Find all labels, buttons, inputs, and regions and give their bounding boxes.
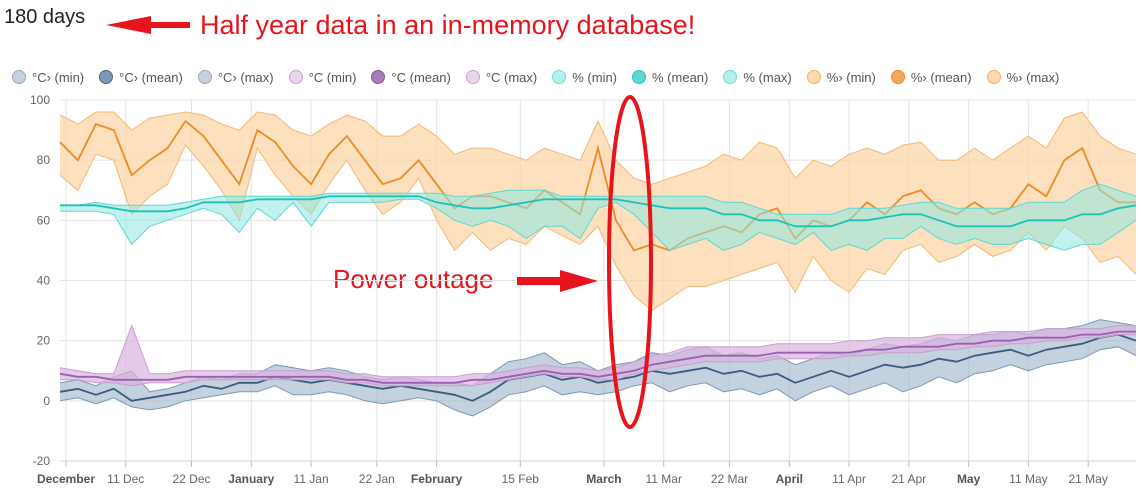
x-tick-label: 11 Apr	[832, 472, 866, 486]
legend-label: % (max)	[743, 69, 792, 85]
legend-swatch	[197, 70, 212, 84]
y-tick-label: 0	[43, 394, 50, 408]
annotation-power-outage: Power outage	[333, 264, 494, 294]
x-tick-label: 21 May	[1068, 472, 1107, 486]
series-min-line	[60, 334, 1136, 387]
arrow-right-icon	[517, 270, 598, 292]
x-tick-label: 11 Mar	[646, 472, 682, 486]
series-mean-line	[59, 333, 1137, 402]
series-group	[59, 319, 1137, 417]
legend-swatch	[371, 70, 386, 84]
chart-legend: °C› (min) °C› (mean) °C› (max) °C (min) °C (…	[12, 67, 1059, 87]
legend-label: °C› (min)	[32, 69, 85, 85]
legend-item[interactable]: °C› (max)	[197, 69, 274, 85]
legend-item[interactable]: °C (min)	[288, 69, 357, 85]
x-tick-label: February	[411, 472, 463, 486]
series-layer	[59, 111, 1137, 417]
x-tick-label: 11 Dec	[107, 472, 144, 486]
legend-label: % (min)	[572, 69, 618, 85]
legend-label: %› (max)	[1006, 69, 1060, 85]
series-max-line	[59, 324, 1136, 378]
x-tick-label: 11 May	[1009, 472, 1047, 486]
legend-label: °C (min)	[308, 69, 357, 85]
y-tick-label: 80	[37, 153, 51, 167]
legend-item[interactable]: °C (max)	[465, 69, 538, 85]
legend-item[interactable]: %› (mean)	[890, 69, 972, 85]
legend-item[interactable]: % (min)	[552, 70, 617, 85]
series-min-line	[60, 198, 1137, 251]
legend-swatch	[986, 70, 1001, 84]
legend-label: °C (mean)	[391, 69, 451, 85]
y-tick-label: 100	[30, 93, 50, 107]
time-range-label[interactable]: 180 days	[4, 6, 86, 28]
x-tick-label: April	[776, 472, 803, 486]
axes: -20 0 20 40 60 80 100 December 11 Dec 22 Dec Janua…	[30, 93, 1136, 486]
x-tick-label: 21 Apr	[891, 472, 926, 486]
legend-swatch	[806, 70, 821, 84]
legend-item[interactable]: °C› (min)	[12, 70, 84, 85]
legend-label: % (mean)	[652, 69, 709, 85]
x-tick-label: January	[228, 472, 274, 486]
legend-item[interactable]: % (max)	[723, 69, 792, 85]
legend-item[interactable]: % (mean)	[632, 70, 708, 85]
legend-swatch	[288, 70, 303, 84]
legend-item[interactable]: %› (min)	[806, 69, 876, 85]
series-band	[60, 184, 1136, 251]
legend-swatch	[890, 70, 905, 84]
x-tick-label: 22 Mar	[711, 472, 748, 486]
legend-label: °C› (max)	[217, 69, 274, 85]
series-group	[60, 183, 1137, 251]
annotations	[106, 16, 653, 429]
legend-label: %› (mean)	[910, 69, 972, 85]
y-tick-label: -20	[33, 454, 51, 468]
series-mean-line	[59, 330, 1136, 384]
series-mean-line	[60, 195, 1137, 228]
arrow-left-icon	[106, 16, 190, 34]
legend-label: %› (min)	[826, 69, 876, 85]
x-tick-label: 11 Jan	[293, 472, 328, 486]
legend-swatch	[552, 70, 567, 84]
y-tick-label: 40	[37, 274, 51, 288]
y-tick-label: 60	[37, 213, 51, 227]
annotation-title: Half year data in an in-memory database!	[200, 10, 696, 40]
legend-item[interactable]: °C› (mean)	[99, 70, 183, 85]
x-tick-label: 15 Feb	[502, 472, 540, 486]
power-outage-ellipse	[607, 95, 653, 429]
series-band	[60, 112, 1136, 311]
legend-swatch	[632, 70, 647, 84]
x-tick-label: May	[957, 472, 981, 486]
legend-swatch	[465, 70, 480, 84]
legend-label: °C (max)	[485, 69, 538, 85]
y-tick-label: 20	[37, 334, 51, 348]
series-group	[59, 324, 1136, 387]
series-max-line	[60, 183, 1137, 215]
x-tick-label: 22 Dec	[172, 472, 210, 486]
legend-label: °C› (mean)	[119, 69, 183, 85]
x-tick-label: December	[37, 472, 95, 486]
x-tick-label: 22 Jan	[359, 472, 395, 486]
legend-swatch	[12, 70, 26, 84]
legend-swatch	[99, 70, 114, 84]
x-tick-label: March	[586, 472, 621, 486]
legend-item[interactable]: °C (mean)	[371, 69, 451, 85]
series-min-line	[59, 346, 1137, 417]
series-max-line	[59, 111, 1137, 185]
legend-item[interactable]: %› (max)	[986, 69, 1060, 85]
legend-swatch	[723, 70, 738, 84]
series-band	[60, 319, 1136, 416]
